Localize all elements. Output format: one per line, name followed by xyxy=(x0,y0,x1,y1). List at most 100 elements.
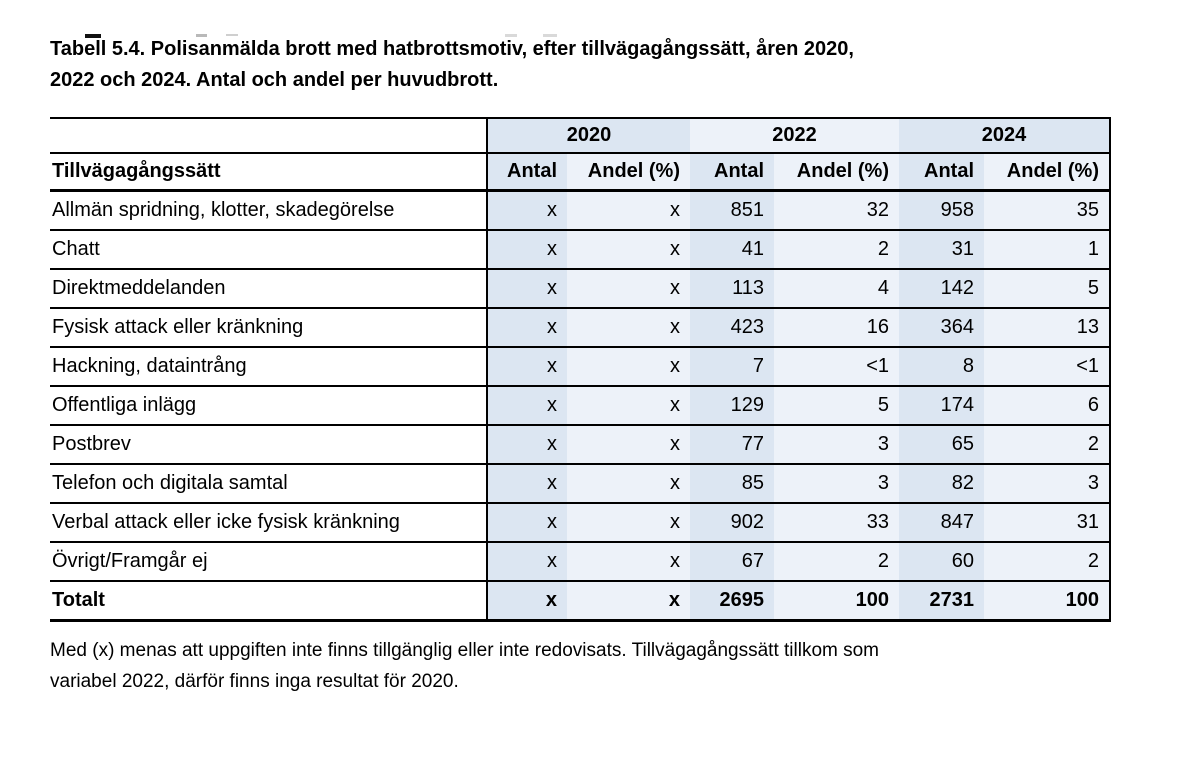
row-label: Telefon och digitala samtal xyxy=(50,464,488,504)
table-row: Postbrev x x 77 3 65 2 xyxy=(50,425,1111,465)
col-header-antal-2022: Antal xyxy=(690,153,774,192)
empty-corner-cell xyxy=(50,118,488,154)
cell-value: x xyxy=(487,542,567,582)
table-row: Fysisk attack eller kränkning x x 423 16… xyxy=(50,308,1111,348)
cell-value: 113 xyxy=(690,269,774,309)
cell-value: x xyxy=(567,425,690,465)
cell-value: x xyxy=(567,503,690,543)
col-header-andel-2024: Andel (%) xyxy=(984,153,1111,192)
cell-value: x xyxy=(487,308,567,348)
table-row: Chatt x x 41 2 31 1 xyxy=(50,230,1111,270)
cell-value: 82 xyxy=(899,464,984,504)
cell-value: 65 xyxy=(899,425,984,465)
cell-value: 5 xyxy=(774,386,899,426)
table-row: Telefon och digitala samtal x x 85 3 82 … xyxy=(50,464,1111,504)
footnote-line2: variabel 2022, därför finns inga resulta… xyxy=(50,671,459,692)
cell-value: 8 xyxy=(899,347,984,387)
cell-value: 4 xyxy=(774,269,899,309)
cell-value: 35 xyxy=(984,190,1111,231)
total-cell-value: 2731 xyxy=(899,581,984,622)
cell-value: 13 xyxy=(984,308,1111,348)
row-header-label: Tillvägagångssätt xyxy=(50,153,488,192)
col-header-antal-2024: Antal xyxy=(899,153,984,192)
cell-value: x xyxy=(487,269,567,309)
cell-value: x xyxy=(567,347,690,387)
total-cell-value: x xyxy=(567,581,690,622)
page-content: Tabell 5.4. Polisanmälda brott med hatbr… xyxy=(0,34,1180,697)
cell-value: <1 xyxy=(774,347,899,387)
cell-value: 851 xyxy=(690,190,774,231)
cell-value: x xyxy=(487,425,567,465)
cell-value: x xyxy=(567,308,690,348)
total-cell-value: 100 xyxy=(984,581,1111,622)
year-header-2020: 2020 xyxy=(487,118,690,154)
cell-value: 32 xyxy=(774,190,899,231)
table-title-line1: Tabell 5.4. Polisanmälda brott med hatbr… xyxy=(50,38,854,60)
cell-value: 41 xyxy=(690,230,774,270)
cell-value: 2 xyxy=(984,542,1111,582)
clipped-text-fragment xyxy=(505,34,517,37)
col-header-antal-2020: Antal xyxy=(487,153,567,192)
table-row: Offentliga inlägg x x 129 5 174 6 xyxy=(50,386,1111,426)
table-row: Verbal attack eller icke fysisk kränknin… xyxy=(50,503,1111,543)
col-header-andel-2022: Andel (%) xyxy=(774,153,899,192)
cell-value: 902 xyxy=(690,503,774,543)
total-cell-value: x xyxy=(487,581,567,622)
cell-value: 2 xyxy=(774,230,899,270)
total-cell-value: 2695 xyxy=(690,581,774,622)
document-page: { "title": { "line1": "Tabell 5.4. Polis… xyxy=(0,34,1180,760)
cell-value: 3 xyxy=(774,425,899,465)
cell-value: 3 xyxy=(984,464,1111,504)
row-label: Offentliga inlägg xyxy=(50,386,488,426)
cell-value: x xyxy=(487,190,567,231)
cell-value: 5 xyxy=(984,269,1111,309)
col-header-andel-2020: Andel (%) xyxy=(567,153,690,192)
cell-value: x xyxy=(487,230,567,270)
cell-value: 7 xyxy=(690,347,774,387)
cell-value: x xyxy=(567,269,690,309)
cell-value: 85 xyxy=(690,464,774,504)
cell-value: 847 xyxy=(899,503,984,543)
table-row: Övrigt/Framgår ej x x 67 2 60 2 xyxy=(50,542,1111,582)
cell-value: 174 xyxy=(899,386,984,426)
table-title: Tabell 5.4. Polisanmälda brott med hatbr… xyxy=(50,34,1180,96)
row-label: Postbrev xyxy=(50,425,488,465)
cell-value: 60 xyxy=(899,542,984,582)
clipped-text-fragment xyxy=(196,34,207,37)
cell-value: 3 xyxy=(774,464,899,504)
cell-value: x xyxy=(567,230,690,270)
cell-value: 16 xyxy=(774,308,899,348)
cell-value: x xyxy=(567,190,690,231)
row-label: Övrigt/Framgår ej xyxy=(50,542,488,582)
cell-value: 2 xyxy=(984,425,1111,465)
statistics-table: 2020 2022 2024 Tillvägagångssätt Antal A… xyxy=(50,117,1111,622)
table-row: Direktmeddelanden x x 113 4 142 5 xyxy=(50,269,1111,309)
cell-value: x xyxy=(567,386,690,426)
cell-value: 142 xyxy=(899,269,984,309)
clipped-text-fragment xyxy=(226,34,238,36)
row-label: Fysisk attack eller kränkning xyxy=(50,308,488,348)
cell-value: 31 xyxy=(984,503,1111,543)
cell-value: 77 xyxy=(690,425,774,465)
cell-value: x xyxy=(567,464,690,504)
cell-value: 6 xyxy=(984,386,1111,426)
table-title-line2: 2022 och 2024. Antal och andel per huvud… xyxy=(50,69,499,91)
year-header-row: 2020 2022 2024 xyxy=(50,118,1111,154)
cell-value: x xyxy=(487,347,567,387)
total-row-label: Totalt xyxy=(50,581,488,622)
row-label: Hackning, dataintrång xyxy=(50,347,488,387)
footnote-line1: Med (x) menas att uppgiften inte finns t… xyxy=(50,640,880,661)
cell-value: x xyxy=(487,386,567,426)
row-label: Allmän spridning, klotter, skadegörelse xyxy=(50,190,488,231)
cell-value: x xyxy=(567,542,690,582)
row-label: Direktmeddelanden xyxy=(50,269,488,309)
cell-value: 958 xyxy=(899,190,984,231)
row-label: Chatt xyxy=(50,230,488,270)
year-header-2024: 2024 xyxy=(899,118,1111,154)
clipped-text-fragment xyxy=(543,34,557,37)
cell-value: 33 xyxy=(774,503,899,543)
cell-value: <1 xyxy=(984,347,1111,387)
cell-value: 2 xyxy=(774,542,899,582)
cell-value: 423 xyxy=(690,308,774,348)
cell-value: x xyxy=(487,503,567,543)
